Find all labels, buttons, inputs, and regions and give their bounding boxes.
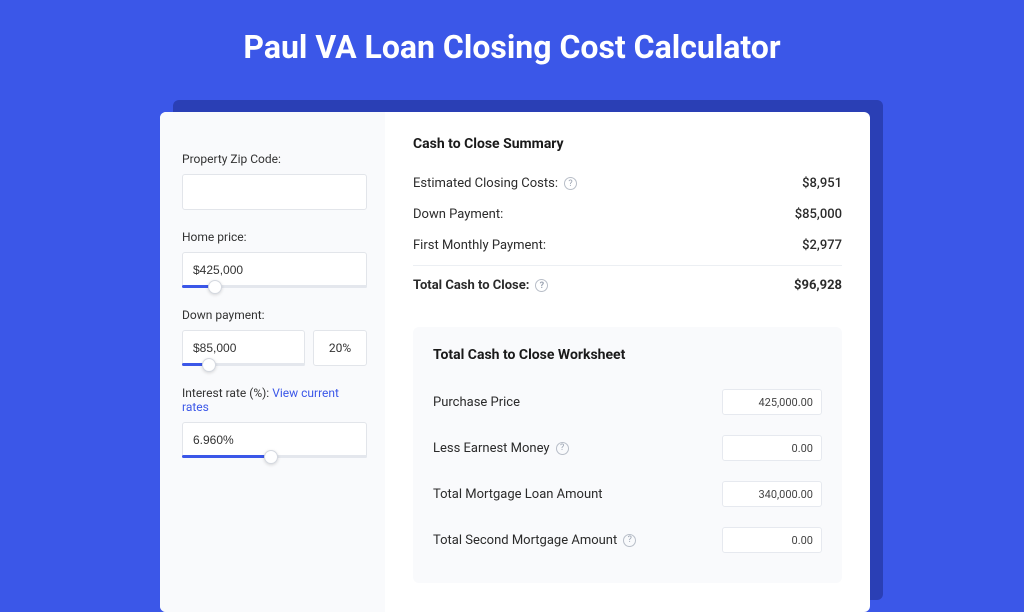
summary-total-value: $96,928: [794, 278, 842, 293]
help-icon[interactable]: ?: [556, 442, 569, 455]
results-panel: Cash to Close Summary Estimated Closing …: [385, 112, 870, 612]
down-payment-pct[interactable]: 20%: [313, 330, 367, 366]
summary-total-row: Total Cash to Close: ? $96,928: [413, 265, 842, 301]
summary-row: Estimated Closing Costs:? $8,951: [413, 168, 842, 199]
interest-slider[interactable]: [182, 422, 367, 458]
zip-input[interactable]: [182, 174, 367, 210]
interest-group: Interest rate (%): View current rates: [182, 386, 367, 458]
summary-title: Cash to Close Summary: [413, 136, 842, 152]
summary-row-label: First Monthly Payment:: [413, 238, 546, 253]
worksheet-list: Purchase Price 425,000.00 Less Earnest Mon…: [433, 379, 822, 563]
worksheet-row-value[interactable]: 340,000.00: [722, 481, 822, 507]
help-icon[interactable]: ?: [623, 534, 636, 547]
worksheet-row-value[interactable]: 425,000.00: [722, 389, 822, 415]
worksheet-row-label: Less Earnest Money: [433, 441, 550, 456]
home-price-label: Home price:: [182, 230, 367, 244]
worksheet-row-label: Total Second Mortgage Amount: [433, 533, 617, 548]
slider-thumb[interactable]: [264, 450, 278, 464]
down-payment-input[interactable]: [182, 330, 305, 366]
summary-row: First Monthly Payment: $2,977: [413, 230, 842, 261]
worksheet-row: Total Mortgage Loan Amount 340,000.00: [433, 471, 822, 517]
summary-list: Estimated Closing Costs:? $8,951 Down Paym…: [413, 168, 842, 261]
zip-group: Property Zip Code:: [182, 152, 367, 210]
summary-row-value: $2,977: [802, 238, 842, 253]
worksheet-title: Total Cash to Close Worksheet: [433, 347, 822, 363]
summary-row-label: Estimated Closing Costs:: [413, 176, 558, 191]
help-icon[interactable]: ?: [535, 279, 548, 292]
home-price-slider[interactable]: [182, 252, 367, 288]
slider-thumb[interactable]: [202, 358, 216, 372]
worksheet-row-value[interactable]: 0.00: [722, 435, 822, 461]
down-payment-label: Down payment:: [182, 308, 367, 322]
worksheet-row-label: Purchase Price: [433, 395, 520, 410]
summary-row-value: $85,000: [795, 207, 842, 222]
calculator-card: Property Zip Code: Home price: Down paym…: [160, 112, 870, 612]
down-payment-group: Down payment: 20%: [182, 308, 367, 366]
down-payment-slider[interactable]: [182, 330, 305, 366]
summary-row: Down Payment: $85,000: [413, 199, 842, 230]
worksheet-row-value[interactable]: 0.00: [722, 527, 822, 553]
interest-label-text: Interest rate (%):: [182, 386, 272, 400]
worksheet-row: Purchase Price 425,000.00: [433, 379, 822, 425]
help-icon[interactable]: ?: [564, 177, 577, 190]
zip-label: Property Zip Code:: [182, 152, 367, 166]
summary-row-label: Down Payment:: [413, 207, 503, 222]
inputs-panel: Property Zip Code: Home price: Down paym…: [160, 112, 385, 612]
page-title: Paul VA Loan Closing Cost Calculator: [0, 0, 1024, 66]
worksheet-row: Total Second Mortgage Amount? 0.00: [433, 517, 822, 563]
home-price-group: Home price:: [182, 230, 367, 288]
worksheet-row-label: Total Mortgage Loan Amount: [433, 487, 603, 502]
slider-thumb[interactable]: [208, 280, 222, 294]
interest-label: Interest rate (%): View current rates: [182, 386, 367, 414]
worksheet-panel: Total Cash to Close Worksheet Purchase P…: [413, 327, 842, 583]
summary-total-label: Total Cash to Close:: [413, 278, 529, 293]
summary-row-value: $8,951: [802, 176, 842, 191]
worksheet-row: Less Earnest Money? 0.00: [433, 425, 822, 471]
slider-fill: [182, 455, 271, 458]
